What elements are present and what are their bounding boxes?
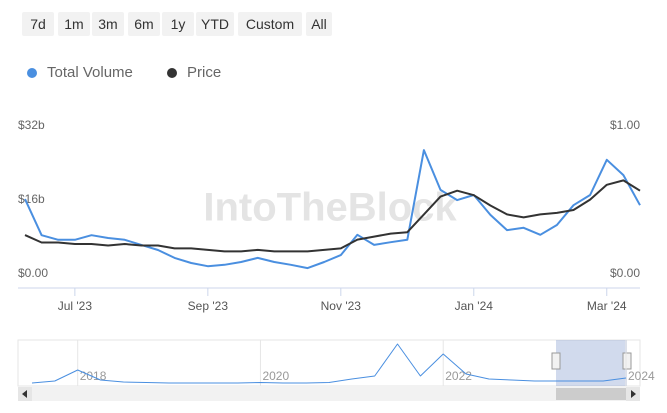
range-button[interactable]: 1y (162, 12, 194, 36)
x-tick-label: Mar '24 (587, 299, 627, 313)
series-line (24, 179, 641, 253)
y-tick-label: $0.00 (18, 266, 48, 280)
navigator-handle[interactable] (551, 352, 561, 370)
navigator-label: 2018 (80, 369, 107, 383)
x-tick-label: Jul '23 (58, 299, 93, 313)
legend-marker (27, 68, 37, 78)
y-tick-label: $32b (18, 118, 45, 132)
x-tick-label: Sep '23 (188, 299, 229, 313)
x-tick-label: Jan '24 (455, 299, 494, 313)
scroll-left-arrow (22, 390, 27, 398)
range-button[interactable]: 1m (58, 12, 90, 36)
legend-label: Total Volume (47, 64, 133, 81)
navigator-label: 2024 (628, 369, 655, 383)
navigator-label: 2020 (262, 369, 289, 383)
series-line (31, 343, 627, 384)
scrollbar-thumb[interactable] (556, 388, 627, 400)
navigator-selection[interactable] (556, 340, 627, 386)
range-button[interactable]: 7d (22, 12, 54, 36)
range-button[interactable]: Custom (238, 12, 302, 36)
y-tick-label: $16b (18, 192, 45, 206)
navigator-frame (17, 339, 641, 387)
y2-tick-label: $1.00 (610, 118, 640, 132)
watermark: IntoTheBlock (203, 186, 457, 230)
navigator-handle[interactable] (622, 352, 632, 370)
legend-label: Price (187, 64, 221, 81)
x-tick-label: Nov '23 (321, 299, 362, 313)
range-button[interactable]: 3m (92, 12, 124, 36)
scrollbar-track[interactable] (18, 387, 640, 401)
navigator-label: 2022 (445, 369, 472, 383)
range-button[interactable]: 6m (128, 12, 160, 36)
range-button[interactable]: All (306, 12, 332, 36)
series-line (24, 149, 641, 270)
range-button[interactable]: YTD (196, 12, 234, 36)
legend-marker (167, 68, 177, 78)
scroll-right-arrow (631, 390, 636, 398)
y2-tick-label: $0.00 (610, 266, 640, 280)
